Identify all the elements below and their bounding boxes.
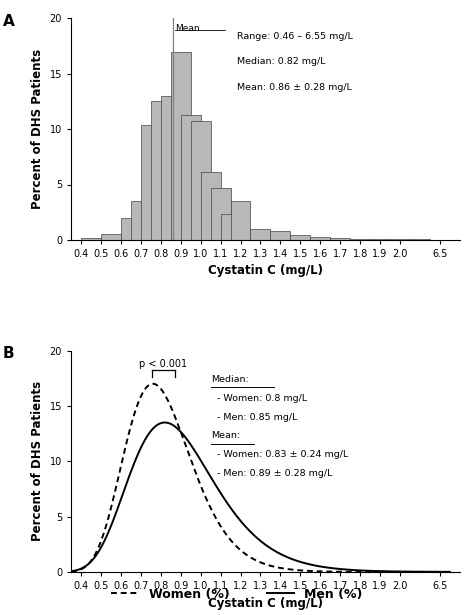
- Bar: [101, 234, 121, 240]
- Bar: [161, 96, 181, 240]
- X-axis label: Cystatin C (mg/L): Cystatin C (mg/L): [208, 264, 323, 277]
- Bar: [330, 238, 350, 240]
- Text: - Men: 0.89 ± 0.28 mg/L: - Men: 0.89 ± 0.28 mg/L: [210, 469, 332, 478]
- Bar: [181, 115, 201, 240]
- Text: Mean: 0.86 ± 0.28 mg/L: Mean: 0.86 ± 0.28 mg/L: [237, 82, 351, 92]
- Bar: [171, 52, 191, 240]
- Bar: [210, 188, 230, 240]
- Bar: [141, 125, 161, 240]
- Bar: [220, 215, 240, 240]
- Bar: [121, 218, 141, 240]
- Y-axis label: Percent of DHS Patients: Percent of DHS Patients: [31, 381, 44, 541]
- Bar: [151, 101, 171, 240]
- Bar: [81, 238, 101, 240]
- Text: Median: 0.82 mg/L: Median: 0.82 mg/L: [237, 57, 325, 66]
- Text: A: A: [3, 14, 15, 29]
- Text: Mean:: Mean:: [210, 431, 240, 440]
- Text: Median:: Median:: [210, 375, 248, 384]
- Bar: [131, 201, 151, 240]
- Bar: [201, 172, 220, 240]
- Text: Range: 0.46 – 6.55 mg/L: Range: 0.46 – 6.55 mg/L: [237, 32, 352, 41]
- Text: - Women: 0.8 mg/L: - Women: 0.8 mg/L: [210, 394, 307, 403]
- Text: - Men: 0.85 mg/L: - Men: 0.85 mg/L: [210, 413, 297, 421]
- Legend: Women (%), Men (%): Women (%), Men (%): [106, 582, 368, 606]
- Bar: [310, 237, 330, 240]
- Y-axis label: Percent of DHS Patients: Percent of DHS Patients: [31, 49, 44, 209]
- Text: - Women: 0.83 ± 0.24 mg/L: - Women: 0.83 ± 0.24 mg/L: [210, 450, 348, 459]
- Text: Mean: Mean: [175, 24, 200, 33]
- Bar: [291, 236, 310, 240]
- Bar: [250, 229, 271, 240]
- Bar: [230, 201, 250, 240]
- Bar: [191, 121, 210, 240]
- Bar: [271, 231, 291, 240]
- X-axis label: Cystatin C (mg/L): Cystatin C (mg/L): [208, 597, 323, 609]
- Bar: [350, 239, 370, 240]
- Text: p < 0.001: p < 0.001: [139, 359, 187, 369]
- Text: B: B: [3, 346, 15, 361]
